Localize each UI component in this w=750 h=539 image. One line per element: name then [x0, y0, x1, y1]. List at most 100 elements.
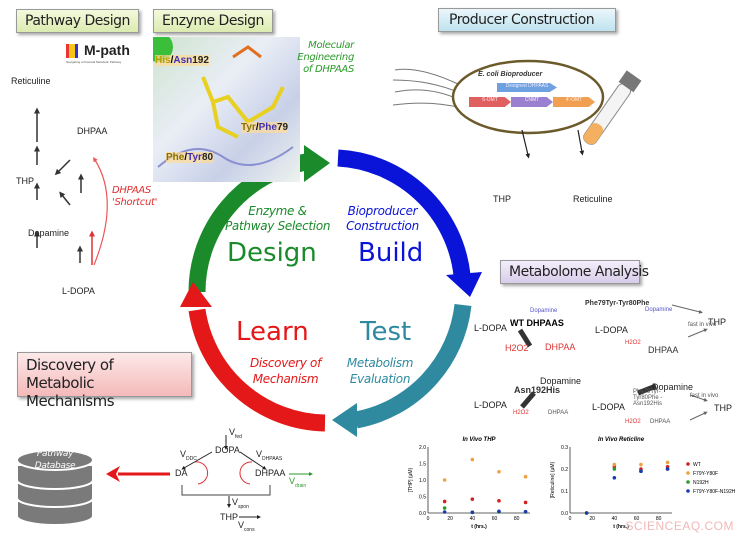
v-symbol: V — [256, 449, 263, 459]
x-tick-label: 0 — [427, 516, 430, 522]
build-arrowhead — [446, 272, 482, 297]
panel-triple-dhpaa: DHPAA — [650, 419, 671, 425]
residue-his-asn-192: His/Asn192 — [155, 55, 209, 66]
y-tick-label: 0.1 — [561, 489, 568, 495]
data-point — [442, 499, 447, 504]
x-tick-label: 0 — [569, 516, 572, 522]
data-point — [497, 498, 501, 503]
legend-marker — [686, 489, 690, 493]
data-point — [523, 500, 528, 505]
panel-wt-dhpaa: DHPAA — [545, 342, 576, 352]
x-axis-label: t (hrs.) — [471, 524, 487, 530]
panel-f79y-dhpaa: DHPAA — [648, 345, 679, 355]
chart-title: In Vivo Reticline — [598, 437, 645, 443]
v-symbol: V — [238, 520, 245, 530]
vdhpaas-label: DHPAAS — [262, 455, 283, 462]
v-symbol: V — [232, 497, 239, 507]
data-point — [612, 467, 617, 471]
panel-n192h-h2o2: H2O2 — [513, 410, 529, 416]
panel-wt-title: WT DHPAAS — [510, 318, 564, 328]
ldopa-label: L-DOPA — [62, 286, 95, 296]
dhpaa-node: DHPAA — [255, 468, 286, 478]
gene-6omt: 6-OMT — [469, 97, 511, 107]
vfed-label: fed — [235, 433, 242, 440]
data-point — [639, 462, 643, 467]
pathway-database-icon — [16, 449, 94, 526]
producer-thp-label: THP — [493, 194, 511, 204]
learn-arc — [188, 308, 326, 432]
y-tick-label: 0.3 — [561, 445, 568, 451]
test-label: Test — [360, 317, 412, 347]
y-tick-label: 0.0 — [419, 511, 426, 517]
test-arc — [354, 303, 472, 429]
y-axis-label: [Reticuline] (μM) — [550, 461, 556, 498]
data-point — [497, 469, 501, 474]
data-point — [523, 509, 528, 514]
gene-designed-dhpaas: Designed DHPAAS — [497, 83, 557, 92]
data-point — [612, 476, 617, 480]
reticuline-label: Reticuline — [11, 76, 51, 86]
gene-cnmt: CNMT — [511, 97, 553, 107]
legend-marker — [686, 471, 690, 475]
m-path-logo-icon — [66, 44, 78, 58]
data-point — [612, 462, 617, 467]
gene-4omt: 4'-OMT — [553, 97, 595, 107]
design-arrowhead — [304, 145, 330, 182]
chart-title: In Vivo THP — [462, 437, 496, 443]
legend-entry: F79Y-Y80F — [693, 471, 718, 477]
legend-marker — [686, 480, 690, 484]
data-point — [442, 510, 447, 514]
metabolome-analysis-header: Metabolome Analysis — [500, 260, 649, 284]
test-tube — [583, 70, 642, 145]
data-point — [442, 478, 447, 482]
data-point — [639, 469, 643, 474]
learn-subtitle: Discovery of Mechanism — [249, 356, 322, 386]
legend-entry: N192H — [693, 480, 709, 486]
build-label: Build — [358, 238, 424, 268]
x-tick-label: 60 — [634, 516, 640, 522]
thp-label: THP — [16, 176, 34, 186]
y-axis-label: [THP] (μM) — [408, 467, 414, 492]
pathway-design-header: Pathway Design — [16, 9, 139, 33]
panel-triple-dopamine: Dopamine — [652, 382, 694, 392]
panel-f79y-thp: THP — [708, 317, 726, 327]
legend-entry: F79Y-Y80F-N192H — [693, 489, 736, 495]
panel-n192h-ldopa: L-DOPA — [474, 400, 507, 410]
data-point — [665, 467, 670, 471]
x-tick-label: 80 — [514, 516, 520, 522]
design-subtitle: Enzyme & Pathway Selection — [225, 204, 331, 233]
thp-node: THP — [220, 512, 238, 522]
legend-marker — [686, 462, 690, 466]
discovery-header: Discovery of Metabolic Mechanisms — [17, 352, 192, 410]
data-point — [584, 511, 589, 515]
y-tick-label: 1.0 — [419, 478, 426, 484]
data-point — [665, 460, 670, 465]
panel-wt-h2o2: H2O2 — [505, 343, 529, 353]
x-tick-label: 20 — [447, 516, 453, 522]
x-axis-label: t (hrs.) — [613, 524, 629, 530]
pathway-database-label: Pathway Database — [34, 449, 76, 471]
data-point — [470, 510, 475, 515]
data-point — [497, 509, 501, 514]
panel-f79y-title: Phe79Tyr-Tyr80Phe — [585, 300, 650, 307]
vcons-label: cons — [244, 526, 255, 533]
da-node: DA — [175, 468, 188, 478]
y-tick-label: 0.5 — [419, 495, 426, 501]
panel-n192h-dopamine: Dopamine — [540, 376, 582, 386]
producer-reticuline-label: Reticuline — [573, 194, 613, 204]
panel-triple-h2o2: H2O2 — [625, 419, 641, 425]
enzyme-structure-image: His/Asn192 Tyr/Phe79 Phe/Tyr80 — [153, 37, 300, 182]
molecular-engineering-note: Molecular Engineering of DHPAAS — [297, 40, 354, 75]
v-symbol: V — [229, 427, 236, 437]
panel-f79y-ldopa: L-DOPA — [595, 325, 628, 335]
enzyme-design-header: Enzyme Design — [153, 9, 273, 33]
build-arc — [337, 149, 471, 277]
y-tick-label: 0.0 — [561, 511, 568, 517]
vspon-label: spon — [238, 503, 249, 510]
x-tick-label: 80 — [656, 516, 662, 522]
panel-triple-thp: THP — [714, 403, 732, 413]
design-label: Design — [227, 238, 317, 268]
vddc-label: DDC — [186, 455, 197, 462]
panel-triple-ldopa: L-DOPA — [592, 402, 625, 412]
